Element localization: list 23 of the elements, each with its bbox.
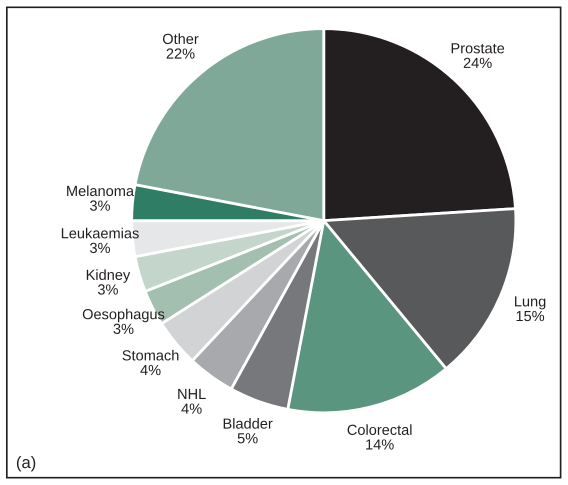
data-label: 3%	[90, 242, 110, 254]
data-label: 15%	[516, 310, 544, 322]
data-label: 3%	[114, 324, 134, 334]
data-label: 3%	[98, 284, 118, 295]
data-label: 14%	[366, 439, 394, 450]
data-label: 22%	[166, 48, 195, 59]
text: (a)	[16, 456, 36, 472]
data-label: 3%	[90, 200, 110, 211]
data-label: 4%	[181, 404, 202, 414]
slice-label: NHL	[178, 388, 206, 399]
data-label: 24%	[464, 58, 492, 68]
data-label: 5%	[238, 433, 258, 444]
slice-label: Colorectal	[348, 424, 412, 435]
slice-label: Oesophagus	[82, 308, 164, 322]
data-label: 4%	[140, 364, 161, 376]
slice-label: Bladder	[224, 418, 273, 429]
slice-label: Other	[162, 33, 198, 44]
slice-label: Lung	[515, 296, 546, 310]
slice-label: Kidney	[86, 269, 130, 283]
slice-label: Leukaemias	[62, 228, 139, 238]
slice-label: Stomach	[122, 350, 178, 361]
slice-label: Melanoma	[67, 185, 134, 196]
slice-label: Prostate	[452, 43, 504, 54]
